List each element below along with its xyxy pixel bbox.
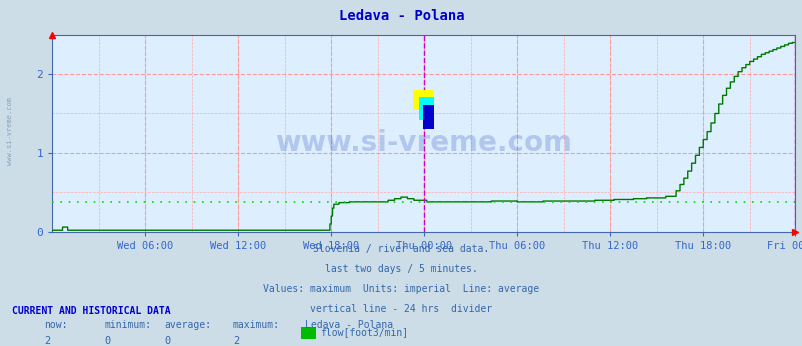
Text: www.si-vreme.com: www.si-vreme.com [275,129,571,157]
Text: now:: now: [44,320,67,330]
Text: 0: 0 [164,336,171,346]
Text: Ledava - Polana: Ledava - Polana [305,320,393,330]
Bar [419,97,433,120]
Text: last two days / 5 minutes.: last two days / 5 minutes. [325,264,477,274]
Bar [422,105,433,129]
Text: minimum:: minimum: [104,320,152,330]
Text: www.si-vreme.com: www.si-vreme.com [6,98,13,165]
Text: average:: average: [164,320,212,330]
Text: CURRENT AND HISTORICAL DATA: CURRENT AND HISTORICAL DATA [12,306,171,316]
Text: maximum:: maximum: [233,320,280,330]
Text: 2: 2 [44,336,51,346]
Text: Values: maximum  Units: imperial  Line: average: Values: maximum Units: imperial Line: av… [263,284,539,294]
Text: 0: 0 [104,336,111,346]
Bar [413,90,433,110]
Text: flow[foot3/min]: flow[foot3/min] [319,327,407,337]
Text: Ledava - Polana: Ledava - Polana [338,9,464,22]
Text: Slovenia / river and sea data.: Slovenia / river and sea data. [313,244,489,254]
Text: vertical line - 24 hrs  divider: vertical line - 24 hrs divider [310,304,492,314]
Text: 2: 2 [233,336,239,346]
